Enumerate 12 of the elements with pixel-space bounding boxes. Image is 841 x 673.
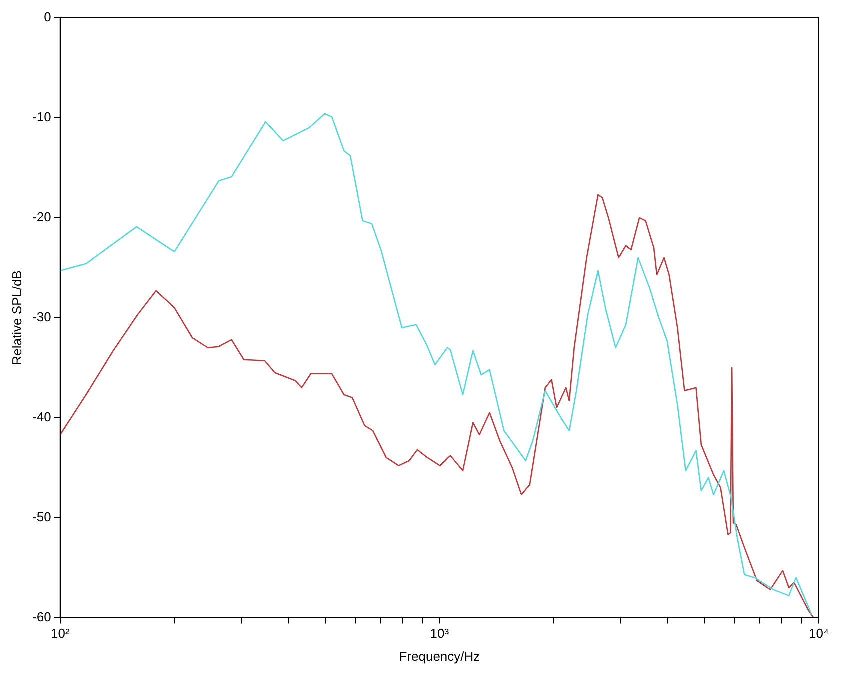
- y-tick-label: -30: [32, 309, 52, 324]
- x-tick-label: 10²: [50, 626, 70, 642]
- y-tick-label: -40: [32, 409, 52, 424]
- y-tick-label: -10: [32, 110, 52, 125]
- y-axis-title: Relative SPL/dB: [9, 270, 24, 366]
- x-tick-label: 10⁴: [808, 626, 830, 642]
- x-tick-label: 10³: [430, 626, 450, 642]
- y-tick-label: -60: [32, 609, 52, 624]
- y-tick-label: 0: [44, 10, 52, 25]
- y-tick-label: -20: [32, 210, 52, 225]
- x-axis-title: Frequency/Hz: [399, 648, 480, 664]
- y-tick-label: -50: [32, 509, 52, 524]
